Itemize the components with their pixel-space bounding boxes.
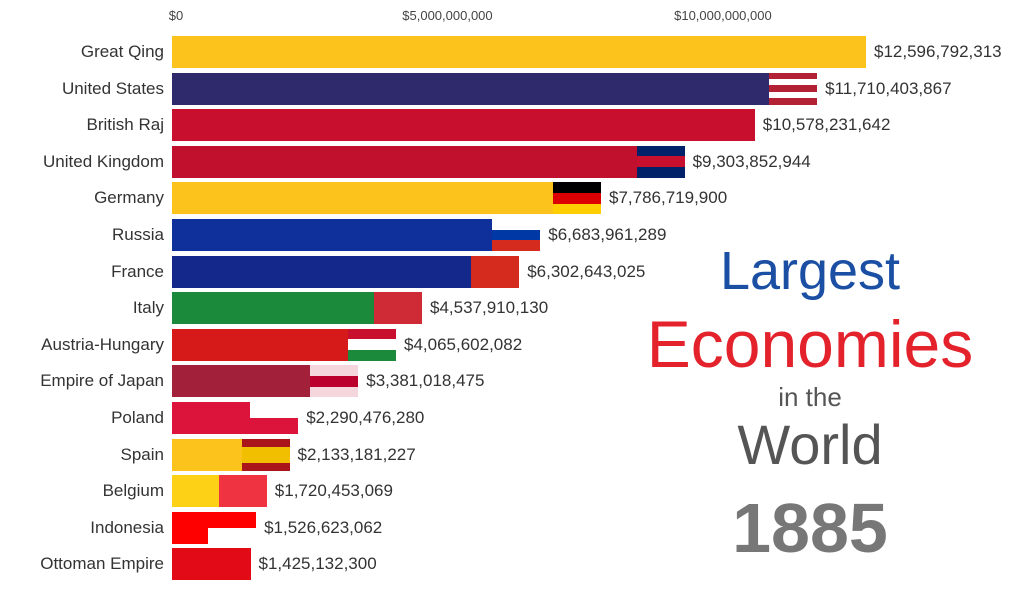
category-label: Germany bbox=[94, 188, 164, 208]
flag-icon bbox=[706, 109, 755, 142]
flag-icon bbox=[202, 548, 251, 581]
category-label: Spain bbox=[120, 444, 164, 464]
category-label: France bbox=[111, 261, 164, 281]
value-label: $2,133,181,227 bbox=[297, 444, 416, 464]
category-label: Russia bbox=[112, 225, 164, 244]
category-label: British Raj bbox=[86, 115, 164, 135]
category-label: Empire of Japan bbox=[40, 371, 164, 391]
flag-icon bbox=[769, 72, 818, 105]
bar bbox=[172, 72, 818, 105]
flag-icon bbox=[818, 36, 866, 68]
value-label: $1,720,453,069 bbox=[274, 481, 393, 501]
value-label: $7,786,719,900 bbox=[608, 188, 728, 208]
category-label: Italy bbox=[132, 298, 164, 318]
value-label: $11,710,403,867 bbox=[825, 78, 952, 98]
value-label: $3,381,018,475 bbox=[366, 371, 485, 391]
x-tick-label: $5,000,000,000 bbox=[402, 8, 493, 23]
flag-icon bbox=[250, 402, 299, 434]
flag-icon bbox=[347, 328, 396, 361]
category-label: Belgium bbox=[102, 481, 164, 501]
value-label: $6,683,961,289 bbox=[548, 225, 667, 244]
category-label: Austria-Hungary bbox=[41, 334, 164, 354]
title-in-the: in the bbox=[778, 382, 842, 412]
flag-icon bbox=[552, 182, 601, 215]
title-economies: Economies bbox=[646, 307, 974, 381]
value-label: $4,537,910,130 bbox=[430, 298, 549, 318]
value-label: $9,303,852,944 bbox=[692, 151, 811, 171]
category-label: Great Qing bbox=[80, 42, 164, 61]
value-label: $12,596,792,313 bbox=[874, 42, 1002, 61]
bar bbox=[172, 109, 755, 142]
category-label: United States bbox=[61, 78, 164, 98]
title-world: World bbox=[737, 413, 883, 476]
value-label: $6,302,643,025 bbox=[527, 261, 646, 281]
year-label: 1885 bbox=[732, 489, 888, 567]
x-tick-label: $0 bbox=[168, 8, 184, 23]
bar bbox=[172, 145, 685, 178]
bar bbox=[172, 255, 520, 288]
value-label: $1,526,623,062 bbox=[264, 517, 383, 537]
flag-icon bbox=[636, 145, 685, 178]
title-largest: Largest bbox=[719, 241, 901, 301]
flag-icon bbox=[241, 438, 290, 471]
flag-icon bbox=[492, 219, 541, 252]
bar bbox=[172, 36, 866, 68]
category-label: Ottoman Empire bbox=[40, 554, 164, 574]
category-label: Poland bbox=[111, 408, 164, 427]
flag-icon bbox=[374, 292, 422, 325]
flag-icon bbox=[310, 365, 359, 398]
flag-icon bbox=[471, 255, 520, 288]
value-label: $2,290,476,280 bbox=[306, 408, 425, 427]
category-label: United Kingdom bbox=[43, 151, 164, 171]
value-label: $1,425,132,300 bbox=[258, 554, 377, 574]
bar bbox=[172, 219, 541, 251]
flag-icon bbox=[218, 475, 267, 508]
category-label: Indonesia bbox=[90, 517, 164, 537]
bar bbox=[172, 182, 601, 215]
x-tick-label: $10,000,000,000 bbox=[674, 8, 772, 23]
flag-icon bbox=[208, 511, 257, 544]
value-label: $4,065,602,082 bbox=[403, 334, 523, 354]
value-label: $10,578,231,642 bbox=[762, 115, 891, 135]
